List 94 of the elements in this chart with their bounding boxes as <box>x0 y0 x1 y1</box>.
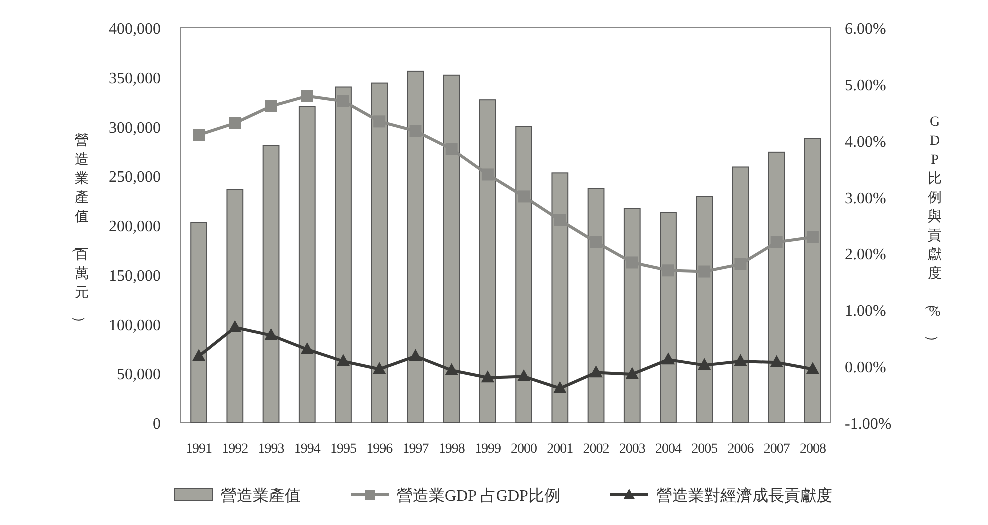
point <box>264 328 278 340</box>
bar <box>660 212 677 424</box>
point <box>770 236 783 248</box>
bar <box>516 126 532 424</box>
y-tick-label: 300,000 <box>109 120 161 137</box>
point <box>481 370 495 383</box>
y2-tick-label: 1.00% <box>845 303 886 320</box>
point <box>373 362 386 374</box>
point <box>228 320 242 332</box>
y2-tick-label: 5.00% <box>845 77 886 94</box>
bar <box>732 166 750 424</box>
y-tick-label: 200,000 <box>109 218 161 236</box>
x-tick-label: 2002 <box>583 442 610 457</box>
point <box>338 95 350 108</box>
point <box>336 354 350 366</box>
x-tick-label: 2001 <box>547 442 574 457</box>
point <box>554 214 566 226</box>
point <box>590 366 603 378</box>
y2-tick-label: 0.00% <box>845 360 886 377</box>
y2-tick-label: 4.00% <box>845 134 886 151</box>
bar <box>696 196 714 424</box>
bar <box>588 188 605 424</box>
point <box>374 116 386 128</box>
x-tick-label: 2005 <box>692 442 718 457</box>
bar <box>298 106 316 424</box>
x-tick-label: 1993 <box>258 442 285 457</box>
x-tick-label: 2008 <box>800 442 826 457</box>
x-tick-label: 1996 <box>366 442 394 457</box>
bar <box>335 86 352 424</box>
point <box>410 125 422 138</box>
bar <box>226 189 244 424</box>
bar <box>262 145 280 424</box>
x-tick-label: 2004 <box>656 442 682 457</box>
y2-tick-label: 2.00% <box>845 246 886 264</box>
y-tick-label: 150,000 <box>109 268 161 285</box>
point <box>662 352 676 365</box>
point <box>301 90 314 102</box>
point <box>446 143 458 156</box>
point <box>698 358 712 370</box>
point <box>229 117 242 130</box>
point <box>517 370 531 382</box>
y-tick-label: 0 <box>153 416 161 433</box>
bar <box>443 74 460 424</box>
point <box>698 266 711 278</box>
point <box>482 168 494 181</box>
point <box>409 349 422 362</box>
y-tick-label: 250,000 <box>109 169 161 186</box>
bar <box>407 70 424 424</box>
point <box>662 264 674 277</box>
y-tick-label: 400,000 <box>109 21 161 38</box>
bar <box>804 138 822 424</box>
point <box>734 258 747 270</box>
legend-label: 營造業產值 <box>221 487 301 505</box>
x-tick-label: 1999 <box>474 442 502 457</box>
x-tick-label: 1992 <box>222 442 249 457</box>
point <box>265 100 278 112</box>
legend-label: 營造業GDP 占GDP比例 <box>397 487 560 505</box>
y2-tick-label: -1.00% <box>845 416 892 433</box>
x-tick-label: 1991 <box>186 442 213 457</box>
text: GDP比例與貢獻度（%） <box>924 115 942 349</box>
y-tick-label: 350,000 <box>109 70 161 88</box>
y-tick-label: 100,000 <box>109 317 161 334</box>
point <box>445 363 458 376</box>
bar <box>768 152 786 424</box>
point <box>626 367 639 380</box>
text: 營造業產值（百萬元） <box>71 134 89 330</box>
point <box>518 190 530 203</box>
point <box>806 362 820 374</box>
x-tick-label: 2000 <box>511 442 538 457</box>
x-tick-label: 1995 <box>330 442 357 457</box>
point <box>770 355 784 368</box>
x-tick-label: 1998 <box>438 442 466 457</box>
bar <box>624 208 641 424</box>
point <box>192 349 206 362</box>
y2-tick-label: 6.00% <box>845 21 886 38</box>
y-tick-label: 50,000 <box>117 366 161 384</box>
x-tick-label: 1994 <box>294 442 321 457</box>
x-tick-label: 2006 <box>728 442 754 457</box>
bar <box>552 172 569 424</box>
x-tick-label: 1997 <box>402 442 430 457</box>
point <box>626 256 638 269</box>
bar <box>371 82 388 424</box>
point <box>590 236 602 248</box>
point <box>300 342 314 354</box>
x-tick-label: 2007 <box>764 442 790 457</box>
bar <box>190 222 208 424</box>
point <box>554 381 567 394</box>
point <box>193 129 206 142</box>
y2-tick-label: 3.00% <box>845 190 886 208</box>
point <box>806 231 819 244</box>
legend-label: 營造業對經濟成長貢獻度 <box>656 487 832 505</box>
point <box>734 354 748 366</box>
bar <box>480 100 496 424</box>
x-tick-label: 2003 <box>619 442 646 457</box>
